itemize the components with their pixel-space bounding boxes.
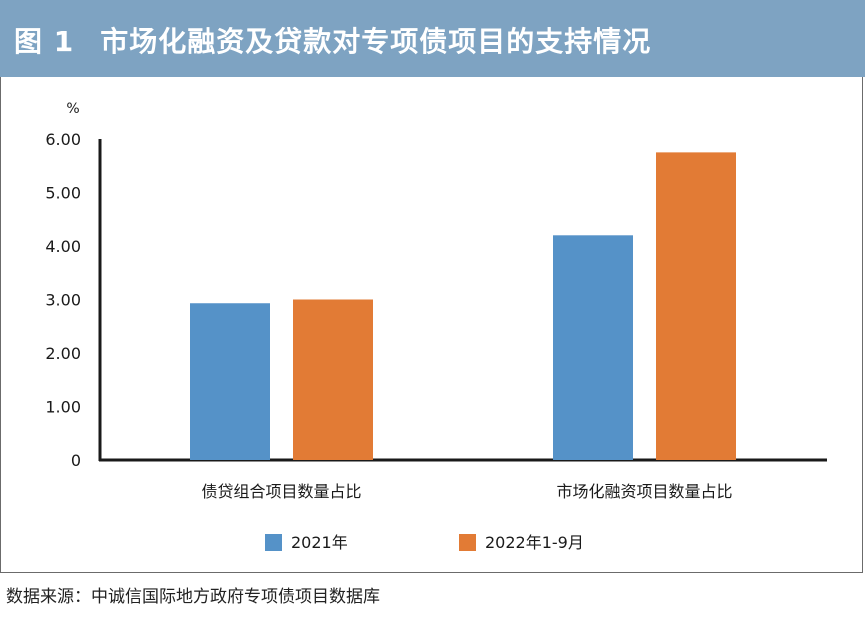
figure-header: 图 1 市场化融资及贷款对专项债项目的支持情况 xyxy=(0,0,865,77)
y-tick-label: 4.00 xyxy=(45,237,81,256)
y-tick-label: 0 xyxy=(71,451,81,470)
figure-title: 图 1 市场化融资及贷款对专项债项目的支持情况 xyxy=(14,20,651,60)
bar-series-2021-2 xyxy=(553,235,633,460)
y-tick-label: 5.00 xyxy=(45,184,81,203)
legend-swatch-1 xyxy=(265,534,282,551)
figure-title-text: 市场化融资及贷款对专项债项目的支持情况 xyxy=(100,25,652,58)
legend-label-1: 2021年 xyxy=(291,533,348,552)
legend-label-2: 2022年1-9月 xyxy=(485,533,584,552)
y-axis-unit-label: % xyxy=(66,101,79,117)
bar-series-2022-1 xyxy=(293,299,373,460)
bar-chart: % 0 1.00 2.00 3.00 4.00 5.00 6.00 债贷组合项目数量占比 市场化融… xyxy=(45,101,827,552)
y-tick-label: 3.00 xyxy=(45,291,81,310)
y-tick-label: 2.00 xyxy=(45,344,81,363)
y-tick-label: 1.00 xyxy=(45,398,81,417)
x-category-label: 市场化融资项目数量占比 xyxy=(556,482,732,501)
bar-series-2021-1 xyxy=(190,303,270,460)
x-category-label: 债贷组合项目数量占比 xyxy=(201,482,361,501)
chart-frame: % 0 1.00 2.00 3.00 4.00 5.00 6.00 债贷组合项目数量占比 市场化融… xyxy=(0,77,863,573)
bar-series-2022-2 xyxy=(656,152,736,460)
legend-swatch-2 xyxy=(459,534,476,551)
figure-number: 图 1 xyxy=(14,25,75,58)
y-tick-label: 6.00 xyxy=(45,130,81,149)
source-note: 数据来源：中诚信国际地方政府专项债项目数据库 xyxy=(6,587,380,607)
